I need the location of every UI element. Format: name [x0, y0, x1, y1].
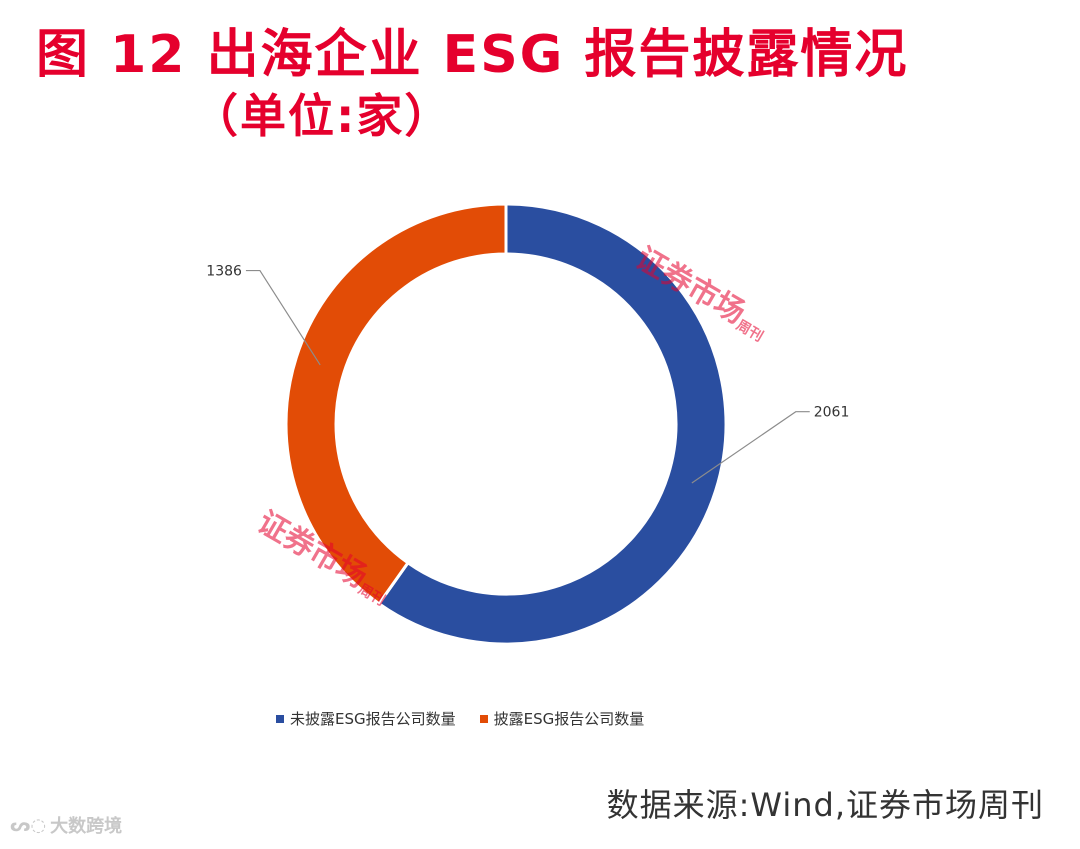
leader-line — [245, 269, 321, 366]
legend-swatch — [479, 714, 488, 723]
chart-title: 图 12 出海企业 ESG 报告披露情况 — [36, 25, 909, 85]
source-note: 数据来源:Wind,证券市场周刊 — [606, 786, 1044, 824]
brand-name: 大数跨境 — [50, 816, 123, 837]
donut-slice — [284, 202, 508, 606]
data-label: 2061 — [814, 405, 850, 421]
chart-subtitle: （单位:家） — [192, 89, 453, 143]
leader-line — [691, 411, 810, 484]
legend-item-undisclosed: 未披露ESG报告公司数量 — [276, 708, 456, 729]
brand-watermark: ᔕ◌ 大数跨境 — [10, 812, 122, 838]
chart-legend: 未披露ESG报告公司数量 披露ESG报告公司数量 — [276, 708, 644, 729]
legend-item-disclosed: 披露ESG报告公司数量 — [479, 708, 645, 729]
logo-icon: ᔕ◌ — [10, 814, 47, 836]
legend-label: 披露ESG报告公司数量 — [493, 710, 645, 728]
donut-slice — [376, 202, 728, 646]
data-label: 1386 — [206, 264, 242, 280]
legend-swatch — [276, 714, 284, 723]
legend-label: 未披露ESG报告公司数量 — [290, 710, 456, 728]
